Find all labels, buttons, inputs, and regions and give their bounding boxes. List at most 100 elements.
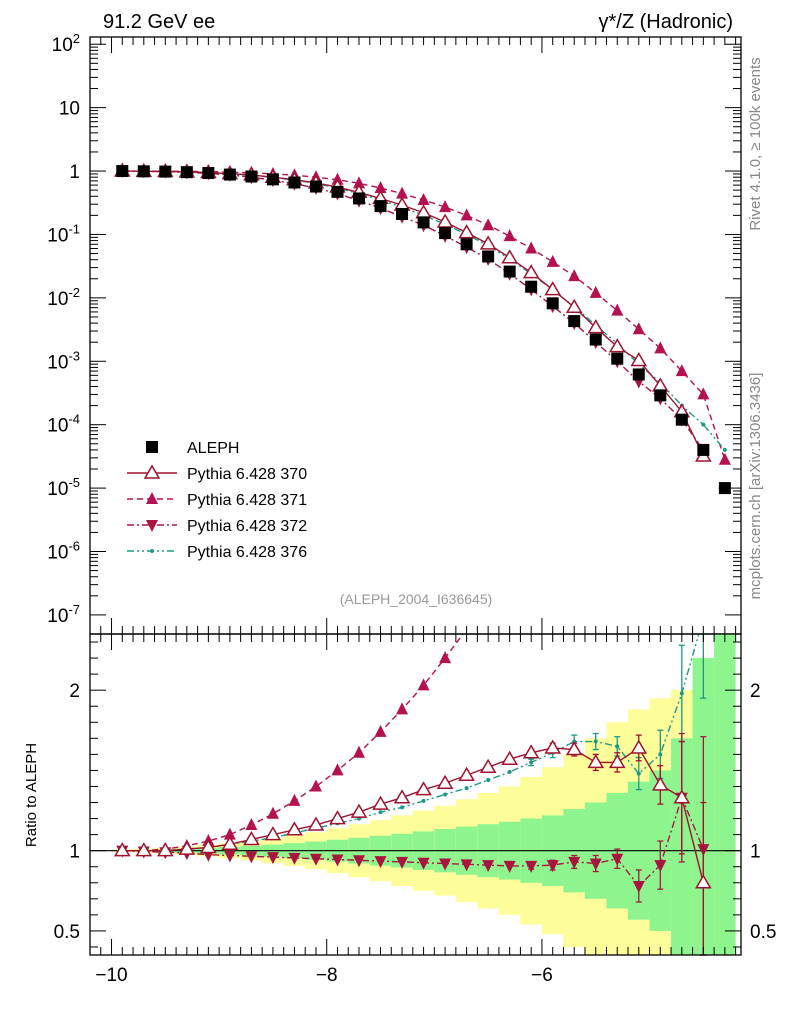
ratio-frame [89,633,742,956]
ratio-point-pythia-6-428-370 [329,810,346,825]
ratio-point-pythia-6-428-370 [695,874,712,889]
legend-entry-label: Pythia 6.428 376 [187,544,307,561]
main-point-pythia-6-428-370 [458,224,475,239]
main-point-aleph [245,170,258,183]
ratio-point-pythia-6-428-370 [501,750,518,765]
main-point-pythia-6-428-371 [396,186,409,199]
main-point-aleph [718,482,731,495]
ratio-point-pythia-6-428-370 [264,826,282,841]
main-point-pythia-6-428-371 [589,285,602,298]
ratio-point-pythia-6-428-372 [503,860,516,873]
main-point-pythia-6-428-370 [522,264,540,279]
ratio-point-pythia-6-428-376 [529,760,534,765]
x-tick-label: −6 [531,965,553,986]
main-point-aleph [482,250,495,263]
ratio-point-pythia-6-428-370 [372,795,389,810]
main-point-pythia-6-428-371 [632,322,645,335]
main-point-pythia-6-428-371 [417,192,430,205]
ratio-point-pythia-6-428-376 [421,798,426,803]
x-tick-label: −10 [95,965,127,986]
ratio-point-pythia-6-428-376 [400,805,405,810]
main-point-pythia-6-428-370 [608,338,626,353]
legend-marker [143,464,161,479]
main-point-pythia-6-428-371 [546,254,559,267]
main-point-aleph [675,413,688,426]
main-point-pythia-6-428-371 [482,218,495,231]
ratio-point-pythia-6-428-370 [286,821,303,836]
ratio-point-pythia-6-428-372 [568,856,581,869]
ratio-point-pythia-6-428-372 [331,854,344,867]
main-line-pythia-6-428-370 [122,170,704,457]
ratio-point-pythia-6-428-376 [443,792,448,797]
main-point-aleph [116,165,129,178]
ratio-point-pythia-6-428-372 [460,859,473,872]
ytick-exponent: -4 [68,412,80,427]
ratio-point-pythia-6-428-370 [544,739,561,754]
main-point-pythia-6-428-370 [501,249,518,264]
main-point-aleph [503,265,516,278]
legend: ALEPH Pythia 6.428 370 Pythia 6.428 371 Pyt… [127,440,307,561]
main-point-aleph [460,238,473,251]
main-point-aleph [137,165,150,178]
ratio-point-pythia-6-428-376 [378,810,383,815]
main-point-aleph [331,185,344,198]
ratio-point-pythia-6-428-370 [673,789,691,804]
ratio-y-axis-label: Ratio to ALEPH [23,743,40,847]
ratio-point-pythia-6-428-372 [374,856,387,869]
ratio-point-pythia-6-428-371 [266,806,279,819]
ratio-point-pythia-6-428-376 [615,744,620,749]
ratio-point-pythia-6-428-372 [417,857,430,870]
ratio-point-pythia-6-428-370 [587,753,605,769]
ratio-point-pythia-6-428-372 [223,850,236,863]
ratio-point-pythia-6-428-370 [135,842,153,857]
main-point-aleph [417,216,430,229]
ratio-point-pythia-6-428-372 [288,852,301,865]
main-ytick-label: 10 [59,99,80,120]
ratio-point-pythia-6-428-370 [436,774,454,790]
ratio-line-pythia-6-428-370 [122,746,705,883]
ratio-line-pythia-6-428-372 [122,795,704,888]
ratio-point-pythia-6-428-376 [679,691,684,696]
main-point-pythia-6-428-371 [374,181,387,194]
main-point-aleph [396,208,409,221]
ratio-ytick-label-right: 0.5 [750,922,776,943]
main-point-aleph [159,165,172,178]
ratio-band-inner [714,634,736,955]
ratio-point-pythia-6-428-372 [439,858,452,871]
legend-entry-label: Pythia 6.428 371 [187,492,307,509]
mcplots-label: mcplots.cern.ch [arXiv:1306.3436] [747,373,764,600]
main-point-aleph [353,192,366,205]
ratio-point-pythia-6-428-372 [611,853,624,866]
ytick-exponent: -5 [68,475,80,490]
ratio-point-pythia-6-428-372 [266,852,279,865]
main-point-pythia-6-428-371 [611,303,624,316]
ratio-point-pythia-6-428-371 [331,763,344,776]
ratio-point-pythia-6-428-371 [396,702,409,715]
legend-entry-label: Pythia 6.428 370 [187,466,307,483]
ratio-ytick-label-left: 1 [69,842,80,863]
main-point-pythia-6-428-370 [544,281,561,296]
main-point-pythia-6-428-370 [436,213,454,228]
ratio-point-pythia-6-428-376 [486,778,491,783]
ratio-point-pythia-6-428-370 [243,830,260,846]
ratio-ytick-label-left: 0.5 [54,922,80,943]
legend-entry-label: Pythia 6.428 372 [187,518,307,535]
main-point-pythia-6-428-371 [525,241,538,254]
ratio-point-pythia-6-428-372 [525,860,538,873]
ratio-ytick-label-left: 2 [69,681,80,702]
main-point-aleph [568,315,581,328]
main-point-aleph [546,297,559,310]
ytick-exponent: -7 [68,602,80,617]
ratio-point-pythia-6-428-370 [565,741,583,756]
ratio-point-pythia-6-428-372 [632,880,645,893]
main-point-aleph [288,176,301,189]
main-point-pythia-6-428-371 [568,269,581,282]
legend-marker [146,492,158,504]
ratio-point-pythia-6-428-370 [113,842,131,857]
ratio-point-pythia-6-428-370 [393,789,411,804]
ratio-point-pythia-6-428-371 [245,817,258,830]
ratio-point-pythia-6-428-370 [307,816,325,831]
ratio-point-pythia-6-428-371 [288,793,301,806]
main-point-pythia-6-428-370 [479,235,497,250]
